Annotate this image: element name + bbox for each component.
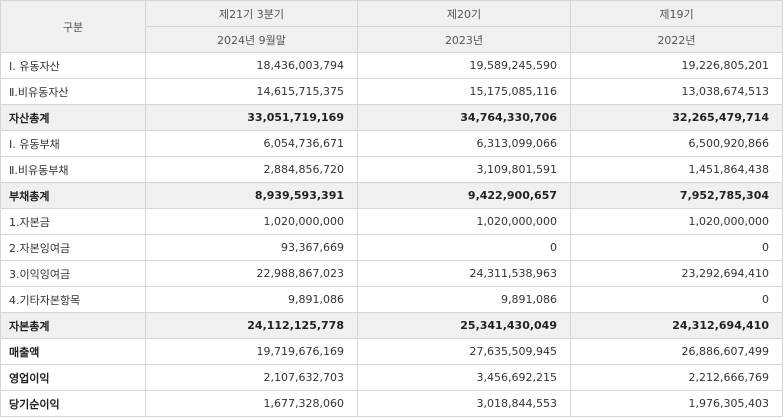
row-value: 9,891,086 [357,286,571,313]
row-label: 당기순이익 [0,390,146,417]
row-value: 0 [357,234,571,261]
row-value: 25,341,430,049 [357,312,571,339]
row-value: 2,107,632,703 [145,364,358,391]
row-value: 22,988,867,023 [145,260,358,287]
row-label: 2.자본잉여금 [0,234,146,261]
row-value: 2,884,856,720 [145,156,358,183]
header-period-date: 2022년 [570,26,783,53]
row-value: 24,312,694,410 [570,312,783,339]
table-row-total: 자산총계 33,051,719,169 34,764,330,706 32,26… [0,104,783,131]
row-value: 93,367,669 [145,234,358,261]
table-row: Ⅱ.비유동부채 2,884,856,720 3,109,801,591 1,45… [0,156,783,183]
row-value: 18,436,003,794 [145,52,358,79]
table-row: 4.기타자본항목 9,891,086 9,891,086 0 [0,286,783,313]
row-label: Ⅱ.비유동부채 [0,156,146,183]
row-value: 33,051,719,169 [145,104,358,131]
row-value: 1,677,328,060 [145,390,358,417]
row-value: 19,589,245,590 [357,52,571,79]
table-row: 3.이익잉여금 22,988,867,023 24,311,538,963 23… [0,260,783,287]
row-value: 0 [570,234,783,261]
row-value: 32,265,479,714 [570,104,783,131]
table-row-total: 자본총계 24,112,125,778 25,341,430,049 24,31… [0,312,783,339]
row-value: 19,719,676,169 [145,338,358,365]
row-value: 19,226,805,201 [570,52,783,79]
row-label: 부채총계 [0,182,146,209]
row-label: 매출액 [0,338,146,365]
row-value: 34,764,330,706 [357,104,571,131]
header-row-dates: 2024년 9월말 2023년 2022년 [1,26,783,53]
row-label: 1.자본금 [0,208,146,235]
row-value: 6,313,099,066 [357,130,571,157]
row-label: 4.기타자본항목 [0,286,146,313]
row-value: 27,635,509,945 [357,338,571,365]
row-value: 24,112,125,778 [145,312,358,339]
row-value: 0 [570,286,783,313]
table-row: 2.자본잉여금 93,367,669 0 0 [0,234,783,261]
row-value: 2,212,666,769 [570,364,783,391]
row-label: 자산총계 [0,104,146,131]
row-value: 23,292,694,410 [570,260,783,287]
row-value: 3,018,844,553 [357,390,571,417]
row-value: 13,038,674,513 [570,78,783,105]
table-row: 1.자본금 1,020,000,000 1,020,000,000 1,020,… [0,208,783,235]
row-value: 3,109,801,591 [357,156,571,183]
row-value: 9,422,900,657 [357,182,571,209]
table-row-total: 부채총계 8,939,593,391 9,422,900,657 7,952,7… [0,182,783,209]
row-value: 1,020,000,000 [357,208,571,235]
header-period-date: 2023년 [357,26,571,53]
row-value: 1,976,305,403 [570,390,783,417]
header-category: 구분 [0,0,146,53]
row-label: 영업이익 [0,364,146,391]
row-value: 15,175,085,116 [357,78,571,105]
row-value: 3,456,692,215 [357,364,571,391]
row-label: Ⅱ.비유동자산 [0,78,146,105]
row-value: 1,451,864,438 [570,156,783,183]
table-row: Ⅰ. 유동부채 6,054,736,671 6,313,099,066 6,50… [0,130,783,157]
row-value: 24,311,538,963 [357,260,571,287]
row-value: 26,886,607,499 [570,338,783,365]
row-value: 6,054,736,671 [145,130,358,157]
row-value: 14,615,715,375 [145,78,358,105]
header-period-label: 제20기 [357,0,571,27]
row-value: 6,500,920,866 [570,130,783,157]
row-value: 1,020,000,000 [145,208,358,235]
row-label: 자본총계 [0,312,146,339]
row-label: 3.이익잉여금 [0,260,146,287]
row-value: 7,952,785,304 [570,182,783,209]
row-label: Ⅰ. 유동자산 [0,52,146,79]
row-value: 9,891,086 [145,286,358,313]
table-row: Ⅰ. 유동자산 18,436,003,794 19,589,245,590 19… [0,52,783,79]
header-row-periods: 구분 제21기 3분기 제20기 제19기 [0,0,783,53]
table-row: 매출액 19,719,676,169 27,635,509,945 26,886… [0,338,783,365]
header-period-label: 제21기 3분기 [145,0,358,27]
table-row: 영업이익 2,107,632,703 3,456,692,215 2,212,6… [0,364,783,391]
table-row: 당기순이익 1,677,328,060 3,018,844,553 1,976,… [0,390,783,417]
row-value: 8,939,593,391 [145,182,358,209]
header-period-label: 제19기 [570,0,783,27]
row-value: 1,020,000,000 [570,208,783,235]
table-row: Ⅱ.비유동자산 14,615,715,375 15,175,085,116 13… [0,78,783,105]
row-label: Ⅰ. 유동부채 [0,130,146,157]
header-period-date: 2024년 9월말 [145,26,358,53]
